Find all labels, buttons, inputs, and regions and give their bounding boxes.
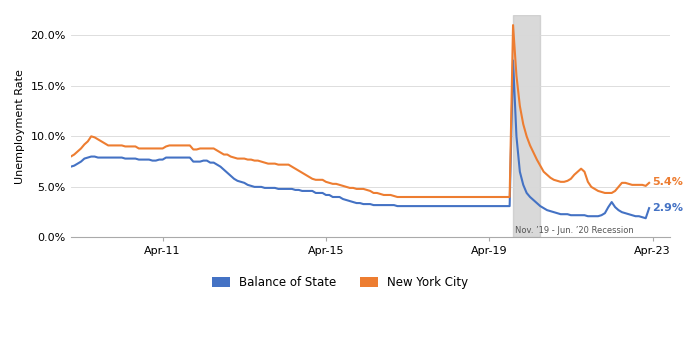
Y-axis label: Unemployment Rate: Unemployment Rate	[15, 69, 25, 184]
Text: 2.9%: 2.9%	[652, 203, 683, 213]
Legend: Balance of State, New York City: Balance of State, New York City	[207, 271, 473, 294]
Text: 5.4%: 5.4%	[652, 177, 683, 187]
Text: Nov. ’19 - Jun. ’20 Recession: Nov. ’19 - Jun. ’20 Recession	[515, 226, 634, 235]
Bar	[513, 15, 540, 237]
